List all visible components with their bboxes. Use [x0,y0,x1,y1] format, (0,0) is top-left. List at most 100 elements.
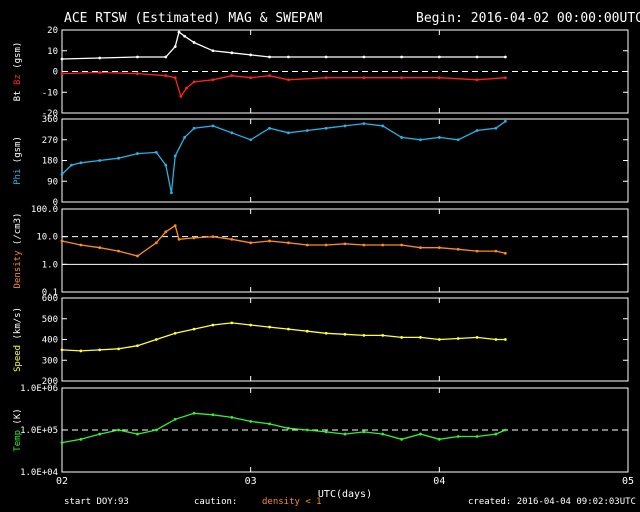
data-point-bt [324,55,328,59]
data-point-bt [475,55,479,59]
y-tick-label-density: 0.1 [42,288,58,298]
data-point-bt [287,55,290,59]
data-point-temp [324,430,328,434]
series-line-bz [61,71,506,98]
data-point-temp [305,428,309,432]
panel-frame-phi [61,118,629,203]
data-point-bz [400,76,403,80]
data-point-speed [503,338,507,341]
data-point-speed [173,331,177,335]
data-point-density [177,237,181,241]
y-tick-label-mag: 20 [47,26,58,36]
y-tick-label-speed: 400 [42,336,58,346]
data-point-speed [117,347,120,351]
data-point-temp [230,415,234,419]
data-point-speed [419,336,422,339]
y-tick-label-temp: 1.0E+06 [20,384,58,394]
data-point-bt [164,55,168,59]
data-point-temp [503,428,507,432]
data-point-speed [305,329,309,333]
data-point-bt [211,49,215,53]
data-point-speed [268,325,271,329]
y-tick-label-speed: 600 [42,294,58,304]
data-point-temp [136,432,139,436]
data-point-phi [164,163,168,167]
data-point-phi [170,191,173,195]
data-point-density [305,243,309,247]
y-tick-label-temp: 1.0E+05 [20,426,58,436]
data-point-density [268,239,271,243]
data-point-density [117,249,120,253]
data-point-bt [503,55,507,59]
data-point-density [343,242,347,246]
y-axis-label-part: Temp [13,430,23,452]
data-point-phi [249,138,253,142]
data-point-bz [98,71,102,74]
data-point-phi [324,126,328,130]
begin-time: Begin: 2016-04-02 00:00:00UTC [416,11,640,26]
y-axis-label-part: (km/s) [13,307,23,345]
data-point-bz [287,78,290,82]
data-point-density [98,246,102,250]
y-axis-label-speed: Speed (km/s) [13,307,23,372]
data-point-bz [211,78,215,82]
data-point-phi [343,124,347,128]
data-point-speed [249,323,253,327]
data-point-temp [456,435,460,438]
data-point-speed [324,331,328,335]
data-point-bz [185,86,188,90]
data-point-density [400,243,403,247]
x-axis-label: UTC(days) [318,489,372,500]
data-point-phi [70,163,73,167]
y-tick-label-phi: 90 [47,177,58,187]
x-tick-label: 05 [622,476,634,487]
panel-frame-density [61,208,629,293]
data-point-temp [154,428,158,432]
plot-title: ACE RTSW (Estimated) MAG & SWEPAM [64,11,323,26]
series-line-phi [61,120,506,193]
data-point-bz [503,76,507,80]
data-point-temp [268,422,271,426]
y-axis-label-mag: Bt Bz (gsm) [13,42,23,102]
y-axis-label-part: Speed [13,345,23,372]
y-tick-label-phi: 0 [53,198,58,208]
data-point-temp [211,413,215,417]
data-point-bt [173,45,177,48]
y-axis-label-part: Bt [13,90,23,101]
y-axis-label-part: (K) [13,408,23,430]
data-point-bz [60,72,64,75]
data-point-speed [400,336,403,339]
data-point-bt [230,51,234,55]
data-point-temp [400,437,403,441]
data-point-bt [268,55,271,59]
data-point-speed [136,344,139,348]
data-point-phi [154,151,158,154]
data-point-temp [60,441,64,445]
data-point-bt [437,55,441,59]
caution-value: density < 1 [262,497,322,507]
data-point-temp [117,428,120,432]
y-tick-label-density: 1.0 [42,260,58,270]
panel-frame-speed [61,297,629,382]
data-point-phi [494,126,498,130]
y-axis-label-part: Bz [13,74,23,90]
data-point-bz [136,72,139,75]
y-tick-label-speed: 500 [42,315,58,325]
data-point-speed [362,333,366,337]
data-point-bz [324,76,328,80]
data-point-density [287,241,290,245]
data-point-phi [400,136,403,139]
data-point-temp [192,411,196,415]
data-point-density [475,249,479,253]
data-point-speed [154,338,158,341]
y-tick-label-speed: 200 [42,377,58,387]
data-point-temp [173,417,177,421]
y-axis-label-temp: Temp (K) [13,408,23,451]
data-point-phi [456,138,460,142]
series-line-density [61,224,506,257]
y-tick-label-density: 100.0 [31,205,58,215]
data-point-density [164,230,168,234]
data-point-density [437,246,441,250]
series-line-bt [61,31,506,60]
